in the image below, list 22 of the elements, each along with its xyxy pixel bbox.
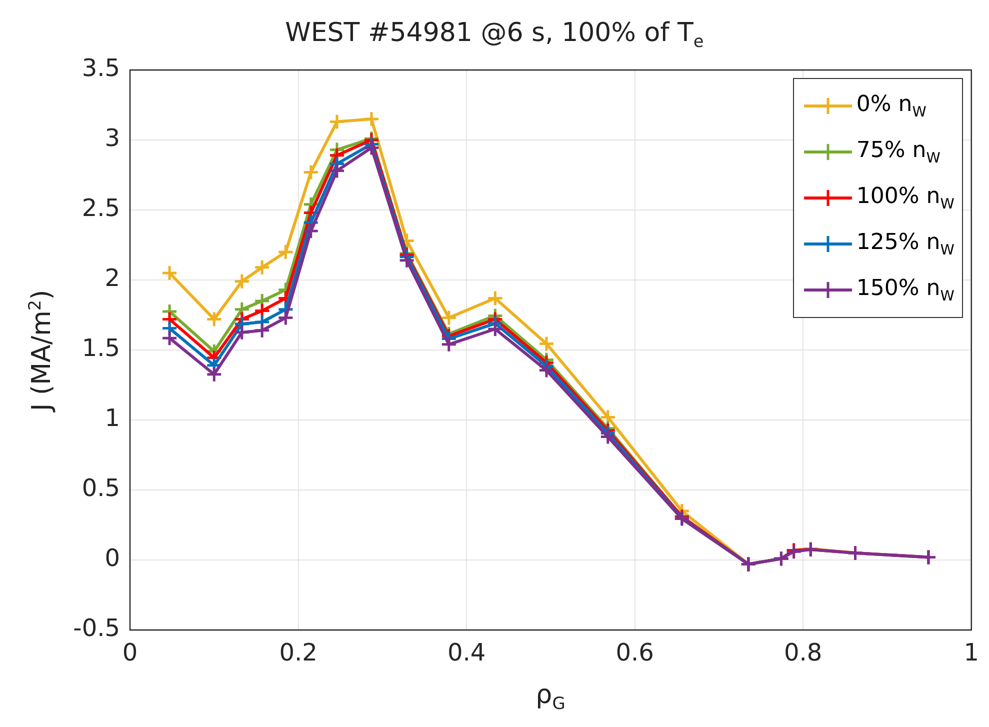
y-tick-label: 1 — [104, 404, 120, 432]
legend-label: 75% n$_{W}$ — [856, 138, 940, 166]
y-tick-label: 0 — [104, 544, 120, 572]
y-tick-label: 2 — [104, 264, 120, 292]
x-tick-label: 0.2 — [279, 638, 318, 667]
y-tick-label: -0.5 — [73, 614, 120, 642]
chart-title: WEST #54981 @6 s, 100% of T$_{e}$ — [284, 18, 705, 52]
legend-label: 150% n$_{W}$ — [856, 276, 954, 304]
legend-label: 0% n$_{W}$ — [856, 92, 926, 120]
x-axis-title: ρ$_{G}$ — [536, 680, 566, 714]
legend-label: 125% n$_{W}$ — [856, 230, 954, 258]
legend-label: 100% n$_{W}$ — [856, 184, 954, 212]
x-tick-label: 0.4 — [447, 638, 486, 667]
y-tick-label: 2.5 — [82, 194, 120, 222]
y-tick-label: 0.5 — [82, 474, 120, 502]
x-tick-label: 0 — [122, 638, 138, 667]
y-tick-label: 3.5 — [82, 54, 120, 82]
x-tick-label: 0.8 — [784, 638, 822, 667]
x-tick-label: 0.6 — [616, 638, 654, 667]
y-tick-label: 3 — [104, 124, 120, 152]
x-tick-label: 1 — [964, 638, 980, 667]
y-tick-label: 1.5 — [82, 334, 120, 362]
